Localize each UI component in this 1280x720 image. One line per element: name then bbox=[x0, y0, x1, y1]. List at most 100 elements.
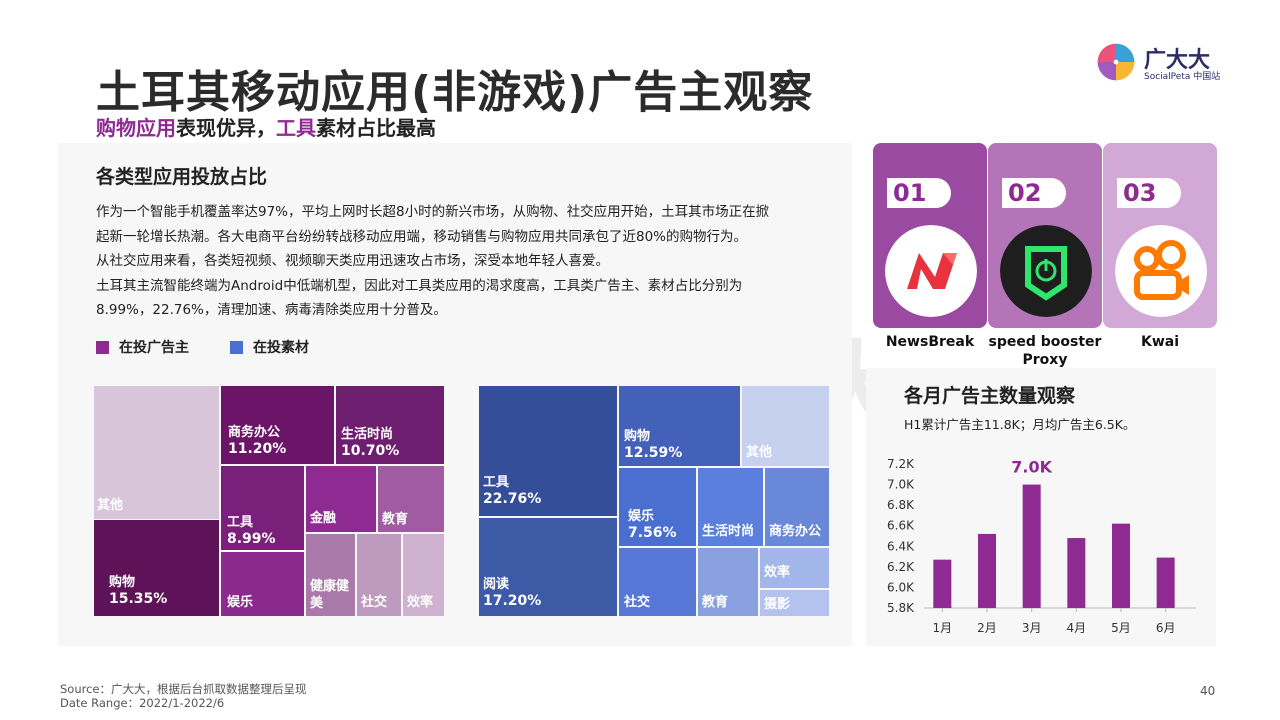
description-line: 土耳其主流智能终端为Android中低端机型，因此对工具类应用的渴求度高，工具类… bbox=[96, 277, 743, 294]
description-line: 从社交应用来看，各类短视频、视频聊天类应用迅速攻占市场，深受本地年轻人喜爱。 bbox=[96, 253, 609, 269]
app-type-share-title: 各类型应用投放占比 bbox=[96, 166, 268, 188]
legend-label-advertisers: 在投广告主 bbox=[119, 340, 189, 356]
treemap-tile-education: 教育 bbox=[698, 548, 758, 616]
bar bbox=[1067, 538, 1086, 608]
legend-swatch-creatives bbox=[230, 340, 243, 354]
top-app-name: speed booster Proxy bbox=[988, 334, 1102, 368]
bar bbox=[1022, 484, 1041, 608]
brand-logo-name: 广大大 bbox=[1144, 48, 1211, 73]
treemap-tile-education: 教育 bbox=[378, 466, 444, 532]
legend-advertisers: 在投广告主 bbox=[96, 337, 189, 357]
treemap-label: 娱乐 bbox=[227, 595, 254, 610]
treemap-label: 17.20% bbox=[483, 593, 542, 609]
advertiser-treemap: 其他 购物 15.35% 商务办公 11.20% 生活时尚 10.70% 工具 8.99… bbox=[94, 386, 444, 616]
y-tick-label: 6.2K bbox=[887, 560, 915, 574]
treemap-label: 工具 bbox=[483, 475, 510, 490]
top-app-rank: 03 bbox=[1117, 178, 1181, 208]
y-tick-label: 6.8K bbox=[887, 498, 915, 512]
treemap-label: 金融 bbox=[310, 511, 337, 526]
top-app-rank: 02 bbox=[1002, 178, 1066, 208]
legend-creatives: 在投素材 bbox=[230, 337, 309, 357]
monthly-advertisers-title: 各月广告主数量观察 bbox=[904, 385, 1076, 407]
brand-logo: 广大大 SocialPeta 中国站 bbox=[1096, 40, 1226, 84]
top-app-card-3[interactable]: 03 bbox=[1103, 143, 1217, 328]
bar bbox=[1156, 557, 1175, 608]
newsbreak-icon bbox=[885, 225, 977, 317]
treemap-tile-productivity: 效率 bbox=[403, 534, 444, 616]
x-tick-label: 4月 bbox=[1067, 621, 1087, 635]
description-line: 作为一个智能手机覆盖率达97%，平均上网时长超8小时的新兴市场，从购物、社交应用… bbox=[96, 204, 770, 220]
treemap-tile-tools: 工具 8.99% bbox=[221, 466, 304, 550]
y-tick-label: 6.6K bbox=[887, 519, 915, 533]
x-tick-label: 2月 bbox=[977, 621, 997, 635]
brand-logo-icon bbox=[1097, 43, 1135, 81]
treemap-tile-finance: 金融 bbox=[306, 466, 376, 532]
subtitle-text-1: 表现优异， bbox=[176, 116, 276, 140]
y-tick-label: 6.0K bbox=[887, 580, 915, 594]
monthly-advertisers-bar-chart: 5.8K 6.0K 6.2K 6.4K 6.6K 6.8K 7.0K 7.2K 1月 2月 3月 7.… bbox=[887, 457, 1196, 635]
treemap-tile-lifestyle: 生活时尚 bbox=[698, 468, 763, 546]
brand-logo-sub: SocialPeta 中国站 bbox=[1144, 72, 1221, 82]
treemap-label: 12.59% bbox=[624, 445, 683, 461]
treemap-label: 购物 bbox=[624, 429, 651, 444]
treemap-label: 11.20% bbox=[228, 441, 287, 457]
treemap-label: 工具 22.76% bbox=[483, 474, 541, 508]
top-app-card-1[interactable]: 01 bbox=[873, 143, 987, 328]
treemap-tile-photo: 摄影 bbox=[760, 590, 829, 616]
treemap-label: 阅读 bbox=[483, 577, 510, 592]
treemap-tile-other: 其他 bbox=[742, 386, 829, 466]
x-tick-label: 3月 bbox=[1022, 621, 1042, 635]
treemap-label: 娱乐 bbox=[628, 509, 655, 524]
treemap-tile-health: 健康健美 bbox=[306, 534, 355, 616]
treemap-label: 商务办公 11.20% bbox=[228, 424, 286, 458]
treemap-label: 教育 bbox=[382, 512, 409, 527]
kwai-icon bbox=[1115, 225, 1207, 317]
treemap-tile-business: 商务办公 bbox=[765, 468, 829, 546]
source-note: Source：广大大，根据后台抓取数据整理后呈现 bbox=[60, 682, 307, 696]
treemap-label: 8.99% bbox=[227, 531, 276, 547]
page-subtitle: 购物应用表现优异，工具素材占比最高 bbox=[96, 112, 436, 141]
y-tick-label: 7.0K bbox=[887, 478, 915, 492]
speed-booster-power-icon bbox=[1000, 225, 1092, 317]
treemap-label: 22.76% bbox=[483, 491, 542, 507]
treemap-label: 效率 bbox=[407, 595, 434, 610]
creative-treemap: 工具 22.76% 阅读 17.20% 购物 12.59% 其他 娱乐 7.56% 生活… bbox=[479, 386, 829, 616]
y-tick-label: 7.2K bbox=[887, 457, 915, 471]
treemap-tile-shopping: 购物 15.35% bbox=[94, 520, 219, 616]
treemap-label: 摄影 bbox=[764, 597, 791, 612]
treemap-tile-social: 社交 bbox=[619, 548, 696, 616]
bar bbox=[1112, 523, 1130, 608]
top-app-card-2[interactable]: 02 bbox=[988, 143, 1102, 328]
top-app-name: Kwai bbox=[1140, 334, 1180, 350]
treemap-tile-other: 其他 bbox=[94, 386, 219, 519]
treemap-label: 教育 bbox=[702, 595, 729, 610]
treemap-tile-shopping: 购物 12.59% bbox=[619, 386, 740, 466]
bar bbox=[933, 559, 952, 608]
monthly-advertisers-subtitle: H1累计广告主11.8K；月均广告主6.5K。 bbox=[904, 417, 1136, 432]
treemap-tile-entertainment: 娱乐 7.56% bbox=[619, 468, 696, 546]
page-title: 土耳其移动应用(非游戏)广告主观察 bbox=[96, 67, 814, 118]
x-tick-label: 1月 bbox=[933, 621, 953, 635]
treemap-label: 社交 bbox=[361, 595, 388, 610]
treemap-label: 生活时尚 10.70% bbox=[341, 426, 399, 460]
treemap-label: 生活时尚 bbox=[341, 427, 394, 442]
subtitle-highlight-shopping: 购物应用 bbox=[96, 116, 176, 140]
x-tick-label: 5月 bbox=[1111, 621, 1131, 635]
subtitle-highlight-tools: 工具 bbox=[276, 116, 316, 140]
treemap-label: 购物 12.59% bbox=[624, 428, 682, 462]
y-tick-label: 6.4K bbox=[887, 539, 915, 553]
treemap-label: 社交 bbox=[624, 595, 651, 610]
subtitle-text-2: 素材占比最高 bbox=[316, 116, 436, 140]
x-tick-label: 6月 bbox=[1156, 621, 1176, 635]
treemap-tile-reading: 阅读 17.20% bbox=[479, 518, 617, 616]
treemap-tile-entertainment: 娱乐 bbox=[221, 552, 304, 616]
footer-source: Source：广大大，根据后台抓取数据整理后呈现 Date Range：2022… bbox=[60, 682, 307, 710]
y-tick-label: 5.8K bbox=[887, 601, 915, 615]
treemap-tile-social: 社交 bbox=[357, 534, 401, 616]
treemap-label: 商务办公 bbox=[769, 524, 822, 539]
treemap-label: 健康健美 bbox=[310, 579, 350, 611]
treemap-label: 购物 15.35% bbox=[109, 574, 167, 608]
top-app-rank: 01 bbox=[887, 178, 951, 208]
treemap-tile-business: 商务办公 11.20% bbox=[221, 386, 334, 464]
description-line: 8.99%，22.76%，清理加速、病毒清除类应用十分普及。 bbox=[96, 302, 447, 318]
